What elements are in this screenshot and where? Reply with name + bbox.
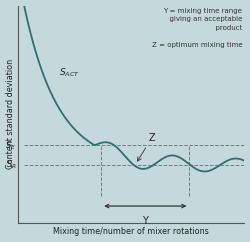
- Text: Z: Z: [138, 133, 155, 161]
- Text: Y = mixing time range
  giving an acceptable
  product

Z = optimum mixing time: Y = mixing time range giving an acceptab…: [152, 8, 242, 48]
- Text: $S_E$: $S_E$: [6, 139, 16, 151]
- Text: $S_{ACT}$: $S_{ACT}$: [60, 67, 80, 79]
- Text: Y: Y: [142, 216, 148, 226]
- Text: $S_R$: $S_R$: [6, 159, 16, 172]
- Y-axis label: Content standard deviation: Content standard deviation: [6, 59, 15, 169]
- X-axis label: Mixing time/number of mixer rotations: Mixing time/number of mixer rotations: [53, 227, 209, 236]
